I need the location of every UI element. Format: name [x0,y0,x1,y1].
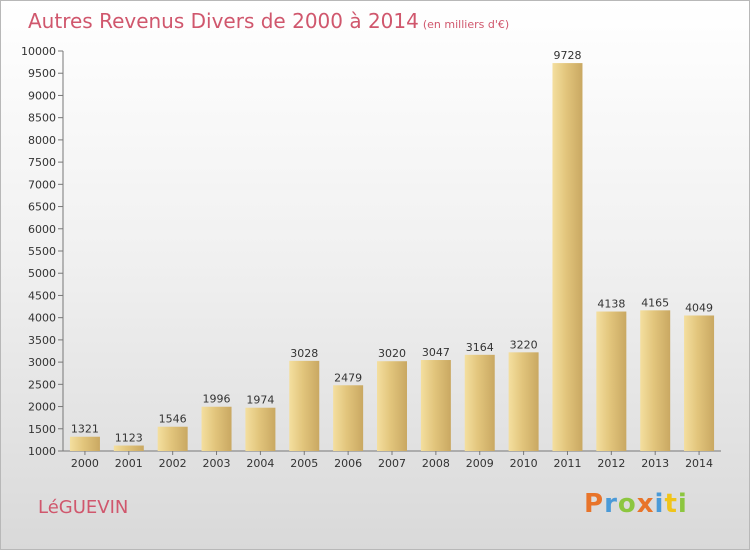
x-tick-label: 2002 [159,457,187,470]
y-tick-label: 5000 [28,267,56,280]
x-tick-label: 2010 [510,457,538,470]
bar-2006 [333,385,364,451]
chart-title: Autres Revenus Divers de 2000 à 2014 (en … [28,9,509,33]
bar-value-label: 1974 [246,394,274,407]
bar-2007 [377,361,407,451]
bar-value-label: 1123 [115,432,143,445]
y-tick-label: 8000 [28,134,56,147]
x-tick-label: 2013 [641,457,669,470]
x-tick-label: 2006 [334,457,362,470]
bar-value-label: 2479 [334,371,362,384]
bar-2011 [552,63,583,451]
chart-title-main: Autres Revenus Divers de 2000 à 2014 [28,9,419,33]
bar-2005 [289,360,320,451]
y-tick-label: 5500 [28,245,56,258]
bar-value-label: 3220 [510,338,538,351]
bar-2013 [640,310,671,451]
x-tick-label: 2012 [597,457,625,470]
x-tick-label: 2000 [71,457,99,470]
y-tick-label: 4000 [28,312,56,325]
bar-2003 [201,406,232,451]
logo-letter: x [636,489,655,519]
y-tick-label: 9500 [28,67,56,80]
bar-value-label: 3020 [378,347,406,360]
bar-value-label: 3164 [466,341,494,354]
bar-2001 [113,445,144,451]
y-tick-label: 4500 [28,289,56,302]
bar-value-label: 4049 [685,301,713,314]
y-tick-label: 3500 [28,334,56,347]
bar-2014 [684,315,715,451]
logo-letter: i [654,489,665,519]
y-tick-label: 1500 [28,423,56,436]
y-tick-label: 7500 [28,156,56,169]
logo-letter: i [677,489,688,519]
labels: 1321 2000 1123 2001 1546 2002 1996 2003 1974 2004… [71,49,713,470]
commune-name: LéGUEVIN [38,497,129,518]
x-tick-label: 2003 [203,457,231,470]
y-tick-label: 1000 [28,445,56,458]
proxiti-logo: Proxiti [584,489,688,519]
logo-letter: t [664,489,678,519]
y-tick-label: 2000 [28,401,56,414]
chart-subtitle: (en milliers d'€) [422,18,510,31]
y-tick-label: 7000 [28,178,56,191]
x-tick-label: 2014 [685,457,713,470]
y-tick-label: 6500 [28,201,56,214]
bar-2009 [464,354,495,451]
bar-value-label: 3047 [422,346,450,359]
bar-2002 [157,426,188,451]
bar-value-label: 4165 [641,296,669,309]
x-tick-label: 2011 [553,457,581,470]
bar-value-label: 9728 [553,49,581,62]
bar-2000 [69,436,100,451]
bar-value-label: 4138 [597,298,625,311]
bar-2010 [508,352,539,451]
x-tick-label: 2009 [466,457,494,470]
x-tick-label: 2007 [378,457,406,470]
bar-2008 [420,360,451,451]
bar-value-label: 1546 [159,413,187,426]
bar-2004 [245,407,276,451]
y-tick-label: 8500 [28,112,56,125]
bar-value-label: 1996 [203,393,231,406]
logo-letter: r [604,489,618,519]
bars [69,63,715,451]
bar-2012 [596,311,627,451]
logo-letter: P [584,489,605,519]
logo-letter: o [617,489,637,519]
bar-value-label: 1321 [71,423,99,436]
x-tick-label: 2008 [422,457,450,470]
y-tick-label: 2500 [28,378,56,391]
x-tick-label: 2005 [290,457,318,470]
bar-value-label: 3028 [290,347,318,360]
x-tick-label: 2001 [115,457,143,470]
axes: 1000 1500 2000 2500 3000 3500 4000 4500 5000 5500… [21,45,721,458]
x-tick-label: 2004 [246,457,274,470]
y-tick-label: 10000 [21,45,56,58]
y-tick-label: 3000 [28,356,56,369]
y-tick-label: 6000 [28,223,56,236]
y-tick-label: 9000 [28,89,56,102]
